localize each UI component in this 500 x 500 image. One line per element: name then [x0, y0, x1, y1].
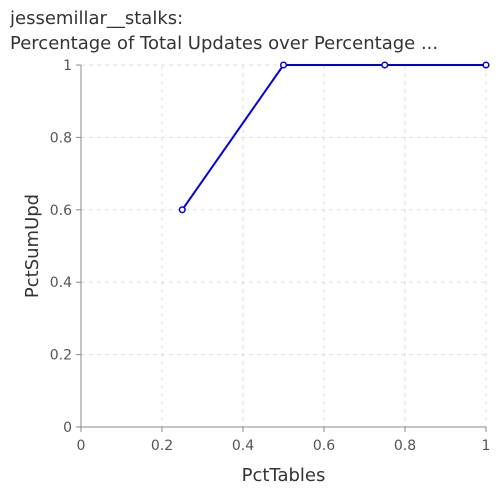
x-tick-label: 0.8: [394, 438, 416, 454]
y-tick-label: 0.2: [50, 348, 72, 364]
axes: [80, 65, 486, 428]
x-axis-ticks: 0 0.2 0.4 0.6 0.8 1: [77, 427, 491, 454]
y-tick-label: 0.6: [50, 203, 72, 219]
chart-title: jessemillar__stalks: Percentage of Total…: [10, 6, 495, 56]
data-point: [482, 61, 490, 69]
y-tick-label: 0.8: [50, 130, 72, 146]
x-tick-label: 0.4: [232, 438, 254, 454]
series-line: [181, 64, 486, 211]
y-tick-label: 0: [63, 420, 72, 436]
data-point: [279, 61, 288, 69]
x-tick-label: 0: [77, 438, 86, 454]
x-tick-label: 0.2: [151, 438, 173, 454]
grid-lines: [81, 64, 487, 427]
x-tick-label: 0.6: [313, 438, 335, 454]
chart-title-line-2: Percentage of Total Updates over Percent…: [10, 33, 439, 54]
data-point: [381, 61, 389, 69]
y-tick-label: 1: [63, 58, 72, 74]
x-tick-label: 1: [482, 438, 491, 454]
y-axis-ticks: 0 0.2 0.4 0.6 0.8 1: [50, 58, 81, 436]
data-point: [178, 206, 186, 214]
chart-title-line-1: jessemillar__stalks:: [10, 8, 184, 29]
x-axis-label: PctTables: [242, 465, 326, 486]
y-axis-label: PctSumUpd: [22, 194, 43, 298]
y-tick-label: 0.4: [50, 275, 72, 291]
series-group: [178, 61, 490, 214]
